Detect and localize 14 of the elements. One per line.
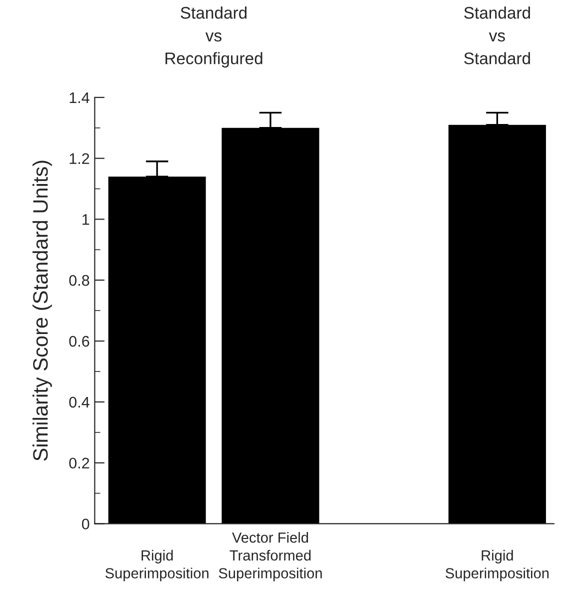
x-tick-label: Vector Field Transformed Superimposition — [218, 532, 322, 582]
y-tick-label: 1.4 — [70, 92, 90, 103]
y-tick-label: 0.2 — [69, 458, 90, 469]
y-tick-label: 0.8 — [69, 275, 90, 286]
y-tick-label: 1.2 — [70, 153, 90, 164]
x-tick-label: Rigid Superimposition — [105, 550, 208, 582]
y-tick-label: 0 — [82, 518, 90, 530]
y-axis-title: Similarity Score (Standard Units) — [32, 160, 52, 461]
x-tick-label: Rigid Superimposition — [446, 550, 549, 582]
y-tick-label: 0.6 — [69, 336, 90, 347]
y-tick-label: 0.4 — [69, 396, 90, 408]
text: Standard vs Standard — [464, 6, 530, 64]
y-tick-label: 1 — [82, 214, 90, 225]
text: Standard vs Reconfigured — [166, 6, 262, 68]
